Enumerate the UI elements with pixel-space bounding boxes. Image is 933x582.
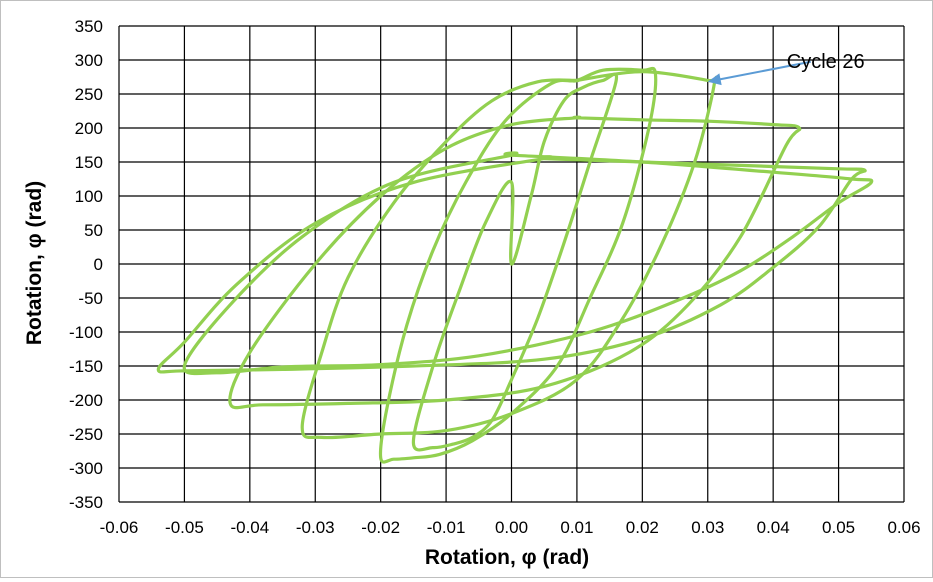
x-axis-title: Rotation, φ (rad) [425,546,589,569]
hysteresis-loop-4 [228,115,802,410]
x-tick-label: 0.02 [626,518,659,537]
y-tick-label: -300 [69,459,103,478]
y-tick-label: -50 [78,289,103,308]
y-tick-label: 100 [75,187,103,206]
hysteresis-loop-5 [156,155,867,374]
annotation-arrow-line [717,60,811,81]
x-tick-label: -0.02 [361,518,400,537]
y-tick-label: -350 [69,493,103,512]
hysteresis-loop-2 [378,66,658,464]
y-tick-label: 0 [94,255,103,274]
y-tick-label: 250 [75,85,103,104]
x-tick-label: 0.03 [691,518,724,537]
y-tick-label: 150 [75,153,103,172]
grid [118,25,905,503]
annotation: Cycle 26 [707,51,865,86]
y-tick-label: -250 [69,425,103,444]
hysteresis-loop-6 [182,151,874,376]
x-tick-label: -0.01 [427,518,466,537]
hysteresis-loop-1 [411,72,619,452]
x-tick-label: 0.05 [822,518,855,537]
x-tick-label: -0.04 [230,518,269,537]
hysteresis-loop-3 [300,70,718,440]
y-tick-labels: 350 300 250 200 150 100 50 0 -50 -100 -150 -200 -250… [69,17,103,512]
x-tick-label: -0.05 [165,518,204,537]
y-tick-label: -150 [69,357,103,376]
x-tick-label: -0.03 [296,518,335,537]
y-tick-label: -100 [69,323,103,342]
x-tick-label: 0.06 [887,518,920,537]
x-tick-label: -0.06 [100,518,139,537]
y-tick-label: 200 [75,119,103,138]
annotation-arrow-head [707,73,722,86]
y-tick-label: 350 [75,17,103,36]
x-tick-label: 0.04 [757,518,790,537]
y-tick-label: 50 [84,221,103,240]
y-tick-label: 300 [75,51,103,70]
annotation-label: Cycle 26 [787,51,865,73]
x-tick-labels: -0.06 -0.05 -0.04 -0.03 -0.02 -0.01 0.00 0.01 0.… [100,518,921,537]
x-tick-label: 0.00 [495,518,528,537]
x-tick-label: 0.01 [560,518,593,537]
hysteresis-curves [156,66,874,464]
y-axis-title: Rotation, φ (rad) [23,181,46,345]
y-tick-label: -200 [69,391,103,410]
